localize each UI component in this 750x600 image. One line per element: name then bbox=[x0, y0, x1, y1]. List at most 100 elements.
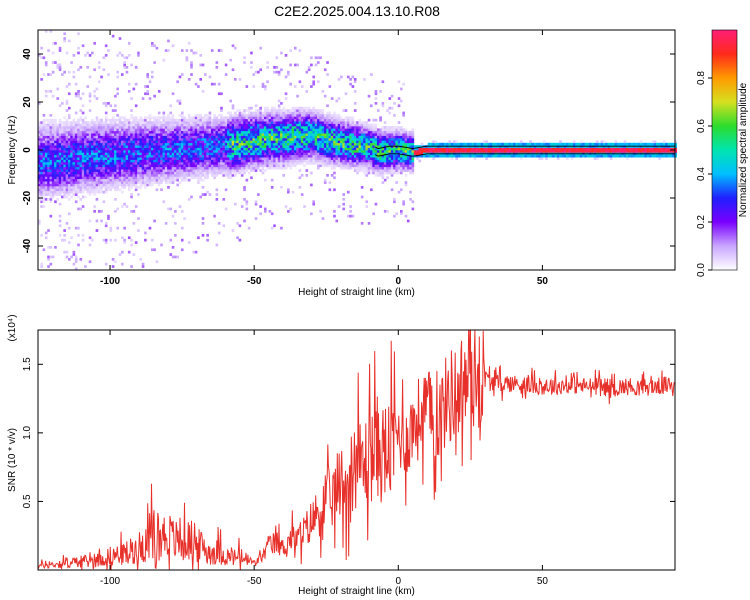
heatmap-cell bbox=[280, 142, 283, 146]
heatmap-cell bbox=[91, 190, 94, 194]
heatmap-cell bbox=[61, 159, 64, 163]
heatmap-cell bbox=[263, 147, 267, 151]
heatmap-cell bbox=[146, 174, 149, 177]
heatmap-cell bbox=[291, 118, 295, 122]
heatmap-cell bbox=[104, 54, 108, 57]
heatmap-cell bbox=[137, 174, 140, 177]
heatmap-cell bbox=[125, 66, 129, 69]
heatmap-cell bbox=[167, 159, 170, 163]
heatmap-cell bbox=[86, 171, 90, 175]
heatmap-cell bbox=[275, 116, 279, 120]
heatmap-cell bbox=[104, 133, 108, 136]
heatmap-cell bbox=[109, 188, 113, 192]
heatmap-cell bbox=[54, 246, 57, 249]
heatmap-cell bbox=[97, 162, 101, 165]
heatmap-cell bbox=[164, 123, 168, 127]
heatmap-cell bbox=[432, 150, 435, 153]
heatmap-cell bbox=[326, 152, 329, 156]
heatmap-cell bbox=[363, 154, 366, 158]
heatmap-cell bbox=[91, 126, 94, 129]
heatmap-cell bbox=[178, 150, 182, 153]
heatmap-cell bbox=[259, 128, 262, 132]
heatmap-cell bbox=[102, 152, 106, 156]
heatmap-cell bbox=[107, 135, 110, 139]
heatmap-cell bbox=[56, 154, 60, 158]
heatmap-cell bbox=[298, 138, 302, 141]
heatmap-cell bbox=[79, 150, 83, 153]
heatmap-cell bbox=[54, 193, 57, 196]
heatmap-cell bbox=[340, 162, 343, 165]
heatmap-cell bbox=[144, 142, 147, 146]
heatmap-cell bbox=[199, 140, 203, 144]
heatmap-cell bbox=[337, 157, 341, 160]
heatmap-cell bbox=[261, 111, 265, 115]
heatmap-cell bbox=[44, 118, 48, 122]
heatmap-cell bbox=[125, 181, 129, 184]
heatmap-cell bbox=[259, 68, 262, 72]
heatmap-cell bbox=[162, 166, 166, 170]
heatmap-cell bbox=[97, 166, 101, 170]
heatmap-cell bbox=[335, 154, 339, 158]
heatmap-cell bbox=[74, 138, 78, 141]
heatmap-cell bbox=[263, 123, 267, 127]
heatmap-cell bbox=[259, 130, 262, 134]
heatmap-cell bbox=[305, 114, 309, 117]
heatmap-cell bbox=[372, 138, 375, 141]
heatmap-cell bbox=[213, 162, 216, 165]
heatmap-cell bbox=[201, 121, 205, 124]
heatmap-cell bbox=[351, 138, 355, 141]
heatmap-cell bbox=[88, 121, 92, 124]
heatmap-cell bbox=[400, 210, 403, 213]
heatmap-cell bbox=[280, 186, 283, 189]
heatmap-cell bbox=[270, 126, 274, 129]
heatmap-cell bbox=[319, 128, 322, 132]
heatmap-cell bbox=[199, 154, 203, 158]
heatmap-cell bbox=[176, 147, 179, 151]
heatmap-cell bbox=[321, 157, 325, 160]
heatmap-cell bbox=[293, 114, 297, 117]
heatmap-cell bbox=[167, 49, 170, 52]
heatmap-cell bbox=[280, 138, 283, 141]
heatmap-cell bbox=[250, 118, 253, 122]
heatmap-cell bbox=[47, 174, 50, 177]
heatmap-cell bbox=[199, 159, 203, 163]
heatmap-cell bbox=[63, 164, 66, 168]
heatmap-cell bbox=[204, 157, 207, 160]
heatmap-cell bbox=[227, 130, 230, 134]
heatmap-cell bbox=[270, 106, 274, 110]
heatmap-cell bbox=[180, 121, 184, 124]
heatmap-cell bbox=[342, 126, 345, 129]
heatmap-cell bbox=[351, 150, 355, 153]
heatmap-cell bbox=[42, 128, 46, 132]
heatmap-cell bbox=[340, 145, 343, 148]
heatmap-cell bbox=[227, 126, 230, 129]
heatmap-cell bbox=[155, 154, 159, 158]
heatmap-cell bbox=[121, 186, 124, 189]
heatmap-cell bbox=[180, 178, 184, 182]
heatmap-cell bbox=[93, 174, 96, 177]
heatmap-cell bbox=[174, 140, 177, 144]
heatmap-cell bbox=[282, 121, 286, 124]
heatmap-cell bbox=[118, 171, 122, 175]
heatmap-cell bbox=[109, 130, 113, 134]
heatmap-cell bbox=[95, 116, 99, 120]
heatmap-cell bbox=[146, 176, 149, 180]
heatmap-cell bbox=[44, 231, 48, 235]
heatmap-cell bbox=[118, 188, 122, 192]
heatmap-cell bbox=[116, 171, 120, 175]
heatmap-cell bbox=[236, 118, 239, 122]
heatmap-cell bbox=[58, 126, 62, 129]
heatmap-cell bbox=[84, 176, 87, 180]
heatmap-cell bbox=[58, 154, 62, 158]
heatmap-cell bbox=[390, 159, 394, 163]
heatmap-cell bbox=[183, 152, 186, 156]
heatmap-cell bbox=[220, 166, 223, 170]
heatmap-cell bbox=[287, 152, 290, 156]
heatmap-cell bbox=[114, 147, 117, 151]
heatmap-cell bbox=[197, 138, 200, 141]
heatmap-cell bbox=[275, 162, 279, 165]
heatmap-cell bbox=[291, 140, 295, 144]
heatmap-cell bbox=[183, 164, 186, 168]
heatmap-cell bbox=[370, 104, 373, 108]
heatmap-cell bbox=[231, 147, 235, 151]
